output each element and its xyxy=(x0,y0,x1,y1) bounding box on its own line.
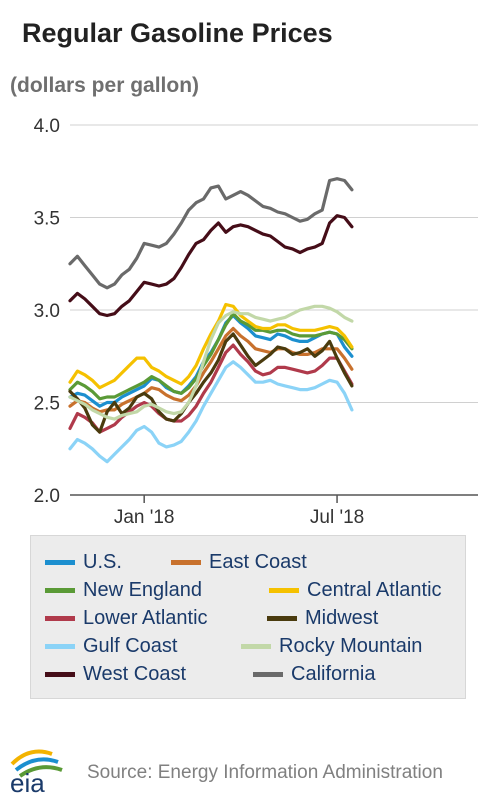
legend-label: Rocky Mountain xyxy=(279,634,423,657)
legend-item: East Coast xyxy=(171,548,307,576)
series-line-gulf-coast xyxy=(68,360,354,464)
legend-label: Midwest xyxy=(305,606,379,629)
x-tick-label: Jan '18 xyxy=(114,507,175,528)
legend-swatch xyxy=(45,643,75,649)
legend-item: Gulf Coast xyxy=(45,632,177,660)
series-line-lower-atlantic xyxy=(68,343,354,434)
legend-swatch xyxy=(269,587,299,593)
legend-item: Central Atlantic xyxy=(269,576,442,604)
y-tick-label: 4.0 xyxy=(34,116,60,137)
series-line-california xyxy=(68,177,354,290)
legend-swatch xyxy=(241,643,271,649)
line-chart: 4.0 3.5 3.0 2.5 2.0 Jan '18 Jul '18 xyxy=(34,116,478,528)
y-tick-label: 2.5 xyxy=(34,394,60,415)
legend-swatch xyxy=(253,671,283,677)
legend-label: East Coast xyxy=(209,550,307,573)
y-tick-label: 3.5 xyxy=(34,209,60,230)
chart-subtitle: (dollars per gallon) xyxy=(10,74,200,97)
series-line-new-england xyxy=(68,312,354,401)
legend-label: Gulf Coast xyxy=(83,634,178,657)
legend-item: Lower Atlantic xyxy=(45,604,208,632)
legend-item: West Coast xyxy=(45,660,186,688)
y-tick-label: 3.0 xyxy=(34,301,60,322)
series-line-rocky-mountain xyxy=(68,304,354,421)
eia-logo-icon: eia xyxy=(10,749,63,796)
series-line-midwest xyxy=(68,332,354,434)
legend-swatch xyxy=(267,615,297,621)
chart-legend: U.S. East Coast New England Central Atlanti… xyxy=(30,535,466,699)
legend-item: New England xyxy=(45,576,202,604)
legend-item: Rocky Mountain xyxy=(241,632,422,660)
legend-label: Lower Atlantic xyxy=(83,606,208,629)
legend-label: West Coast xyxy=(83,662,186,685)
y-tick-label: 2.0 xyxy=(34,486,60,507)
legend-item: U.S. xyxy=(45,548,122,576)
series-line-west-coast xyxy=(68,214,354,318)
legend-swatch xyxy=(171,559,201,565)
legend-item: Midwest xyxy=(267,604,378,632)
legend-label: New England xyxy=(83,578,202,601)
footer: eia Source: Energy Information Administr… xyxy=(0,738,500,800)
chart-title: Regular Gasoline Prices xyxy=(22,18,333,48)
x-tick-label: Jul '18 xyxy=(310,507,364,528)
legend-label: U.S. xyxy=(83,550,122,573)
legend-swatch xyxy=(45,671,75,677)
legend-swatch xyxy=(45,559,75,565)
legend-label: Central Atlantic xyxy=(307,578,442,601)
eia-logo-text: eia xyxy=(10,768,45,796)
legend-label: California xyxy=(291,662,376,685)
legend-swatch xyxy=(45,587,75,593)
source-note: Source: Energy Information Administratio… xyxy=(87,762,443,783)
legend-item: California xyxy=(253,660,375,688)
legend-swatch xyxy=(45,615,75,621)
series-line-central-atlantic xyxy=(68,302,354,390)
